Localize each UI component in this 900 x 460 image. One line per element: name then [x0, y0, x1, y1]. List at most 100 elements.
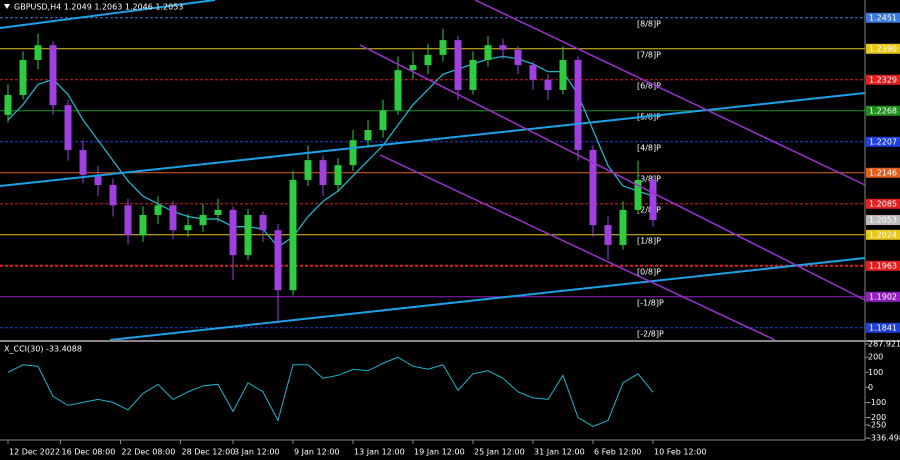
candle-body — [574, 59, 582, 150]
candle-body — [109, 184, 117, 206]
x-tick-label: 13 Jan 12:00 — [354, 448, 405, 457]
level-label: 1.1902 — [869, 292, 897, 301]
y-tick-label: -250 — [868, 420, 886, 429]
level-label: 1.2146 — [869, 168, 897, 177]
price-panel: [8/8]P[7/8]P[6/8]P[5/8]P[4/8]P[3/8]P[2/8… — [0, 17, 865, 338]
y-tick-label: 200 — [868, 353, 883, 362]
channel-line — [359, 44, 866, 301]
channel-line — [379, 154, 776, 341]
candle-body — [154, 205, 162, 215]
level-name: [2/8]P — [637, 205, 661, 214]
candle-body — [139, 214, 147, 236]
level-label-box — [866, 322, 900, 333]
level-label: 1.2024 — [869, 230, 897, 239]
trend-line — [0, 92, 866, 187]
chart-title: GBPUSD,H4 1.2049 1.2063 1.2046 1.2053 — [14, 3, 183, 12]
level-label-box — [866, 105, 900, 116]
channel-line — [474, 0, 866, 186]
menu-icon — [4, 4, 10, 9]
level-label-box — [866, 229, 900, 240]
level-label: 1.2085 — [869, 199, 897, 208]
candle-body — [319, 160, 327, 185]
y-tick-label: -100 — [868, 398, 886, 407]
moving-average — [7, 55, 654, 248]
level-name: [1/8]P — [637, 236, 661, 245]
level-name: [-2/8]P — [637, 329, 664, 338]
y-tick-label: 0 — [868, 383, 873, 392]
current-price-label: 1.2053 — [869, 216, 897, 225]
level-name: [7/8]P — [637, 50, 661, 59]
level-label-box — [866, 291, 900, 302]
level-name: [-1/8]P — [637, 298, 664, 307]
level-name: [4/8]P — [637, 143, 661, 152]
x-tick-label: 3 Jan 12:00 — [234, 448, 280, 457]
candle-body — [4, 95, 12, 115]
trend-line — [109, 257, 866, 341]
candle-body — [304, 160, 312, 180]
level-label: 1.1963 — [869, 261, 897, 270]
candle-body — [349, 140, 357, 166]
level-name: [3/8]P — [637, 174, 661, 183]
level-label-box — [866, 12, 900, 23]
candle-body — [484, 45, 492, 60]
x-tick-label: 31 Jan 12:00 — [534, 448, 585, 457]
candle-body — [409, 65, 417, 71]
y-tick-label: -336.4986 — [868, 434, 900, 443]
candle-body — [199, 214, 207, 226]
trend-line — [0, 0, 216, 29]
candle-body — [124, 205, 132, 236]
level-label: 1.2329 — [869, 75, 897, 84]
candle-body — [604, 225, 612, 245]
candle-body — [439, 40, 447, 55]
candle-body — [169, 205, 177, 231]
x-tick-label: 9 Jan 12:00 — [294, 448, 340, 457]
level-name: [8/8]P — [637, 19, 661, 28]
candle-body — [424, 54, 432, 66]
indicator-title: X_CCI(30) -33.4088 — [4, 345, 82, 354]
level-label-box — [866, 198, 900, 209]
candle-body — [229, 209, 237, 256]
candle-body — [454, 40, 462, 90]
level-label-box — [866, 136, 900, 147]
x-tick-label: 12 Dec 2022 — [9, 448, 60, 457]
candle-body — [559, 59, 567, 90]
candle-body — [514, 49, 522, 66]
candle-body — [634, 179, 642, 210]
candle-body — [499, 45, 507, 50]
x-tick-label: 25 Jan 12:00 — [474, 448, 525, 457]
candle-body — [184, 225, 192, 231]
candle-body — [64, 105, 72, 150]
candle-body — [589, 149, 597, 226]
candle-body — [289, 179, 297, 291]
candle-body — [214, 209, 222, 215]
candle-body — [649, 179, 657, 221]
y-tick-label: -200 — [868, 413, 886, 422]
candle-body — [259, 214, 267, 231]
x-tick-label: 28 Dec 12:00 — [182, 448, 236, 457]
level-label-box — [866, 167, 900, 178]
candle-body — [244, 214, 252, 256]
level-name: [0/8]P — [637, 267, 661, 276]
candle-body — [274, 230, 282, 291]
x-tick-label: 16 Dec 08:00 — [62, 448, 116, 457]
candle-body — [334, 165, 342, 185]
level-name: [6/8]P — [637, 81, 661, 90]
candle-body — [49, 45, 57, 106]
cci-line — [7, 356, 654, 428]
candle-body — [544, 79, 552, 90]
candle-body — [379, 110, 387, 131]
candle-body — [529, 65, 537, 80]
x-tick-label: 6 Feb 12:00 — [594, 448, 641, 457]
level-label: 1.2451 — [869, 13, 897, 22]
level-label: 1.2390 — [869, 44, 897, 53]
current-price-box — [866, 215, 900, 226]
trend-lines — [0, 0, 866, 341]
y-tick-label: 287.9211 — [868, 340, 900, 349]
candle-body — [469, 59, 477, 90]
x-tick-label: 10 Feb 12:00 — [654, 448, 706, 457]
x-tick-label: 19 Jan 12:00 — [414, 448, 465, 457]
x-tick-label: 22 Dec 08:00 — [122, 448, 176, 457]
candle-body — [364, 130, 372, 141]
